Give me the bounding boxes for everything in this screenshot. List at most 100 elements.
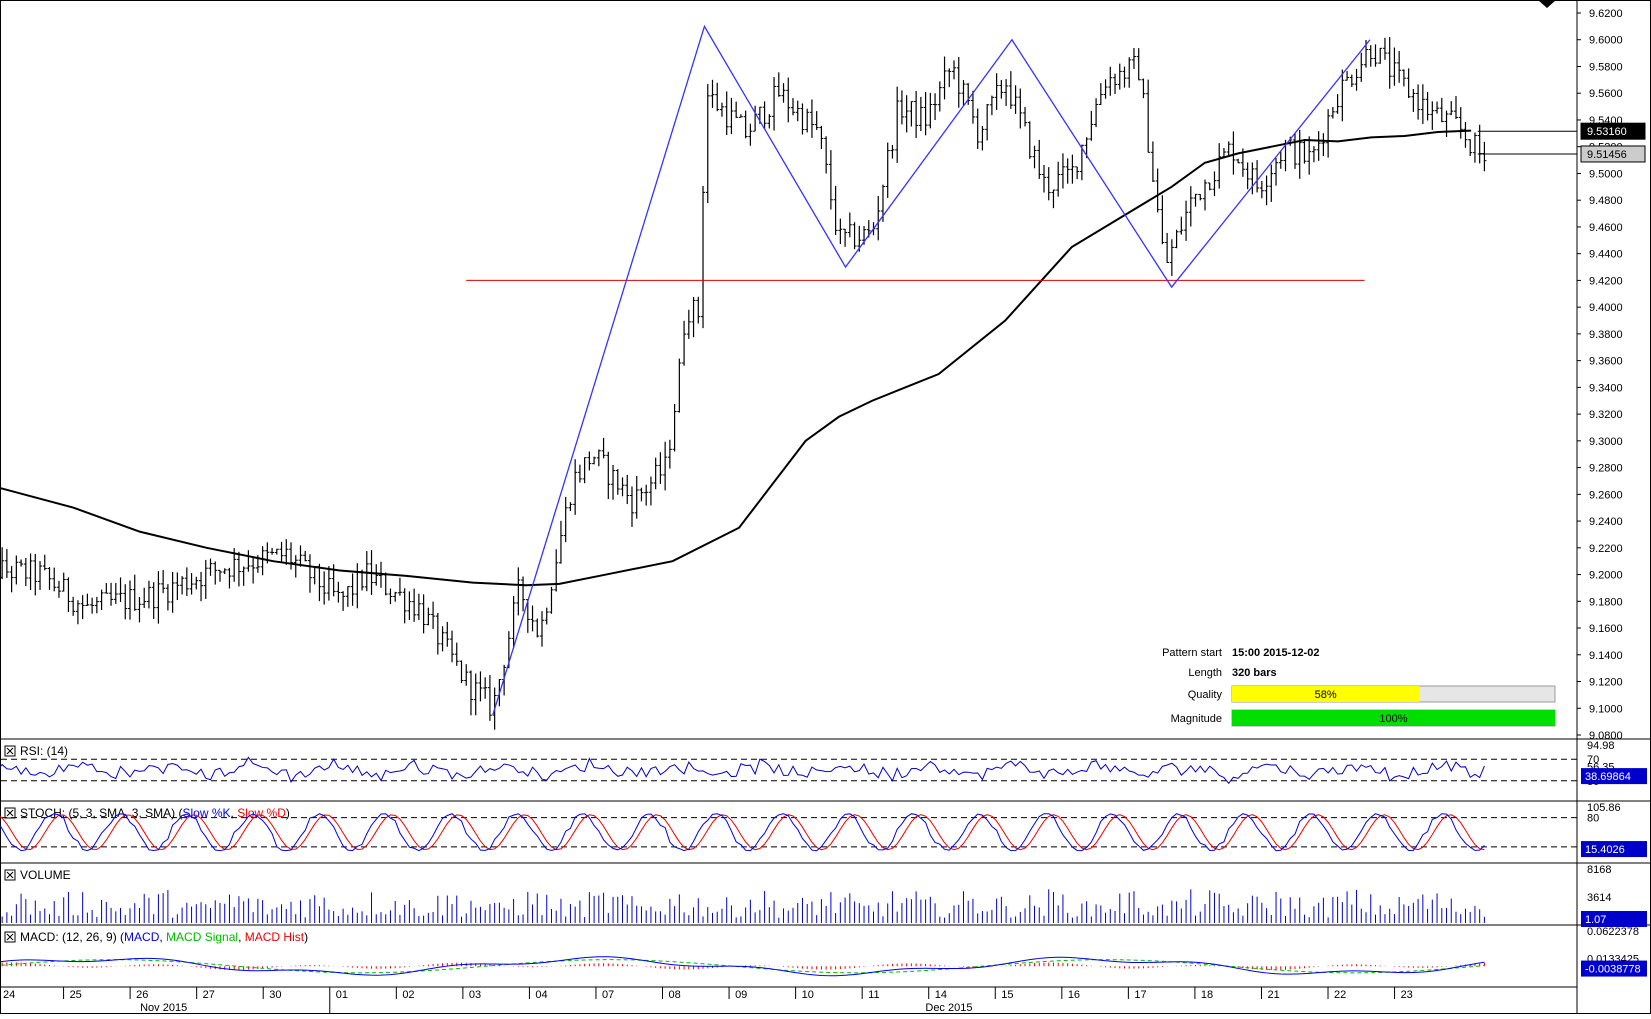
indicator-value-text: 15.4026: [1585, 844, 1625, 856]
indicator-title-part: ,: [231, 806, 238, 820]
price-bar: [582, 457, 587, 484]
price-bar: [1302, 139, 1307, 164]
price-bar: [473, 673, 478, 716]
price-bar: [1345, 71, 1350, 81]
price-bar: [132, 574, 137, 611]
price-bar: [1453, 96, 1458, 119]
price-bar: [397, 577, 402, 596]
price-bar: [75, 600, 80, 625]
price-bar: [629, 486, 634, 527]
price-bar: [412, 588, 417, 622]
x-tick-label: 17: [1134, 989, 1146, 1001]
price-bar: [521, 576, 526, 612]
price-bar: [289, 542, 294, 570]
indicator-stoch: STOCH: (5, 3, SMA, 3, SMA) (Slow %K, Slo…: [0, 802, 1647, 858]
price-bar: [1146, 79, 1151, 153]
pattern-info-label: Magnitude: [1171, 713, 1222, 725]
price-bar: [1430, 101, 1435, 130]
price-tick-label: 9.6200: [1589, 8, 1623, 20]
price-bar: [1307, 136, 1312, 175]
price-bar: [402, 588, 407, 624]
price-bar: [942, 56, 947, 100]
price-bar: [236, 551, 241, 587]
price-tick-label: 9.1800: [1589, 596, 1623, 608]
meter-value: 100%: [1379, 713, 1407, 725]
x-tick-label: 25: [70, 989, 82, 1001]
price-bar: [1226, 141, 1231, 157]
price-bar: [251, 556, 256, 584]
price-bar: [1041, 164, 1046, 193]
price-bar: [1008, 71, 1013, 109]
price-bar: [270, 547, 275, 555]
price-bar: [431, 601, 436, 629]
price-bar: [1411, 89, 1416, 112]
price-bar: [1231, 131, 1236, 175]
price-bar: [904, 95, 909, 133]
price-bar: [805, 108, 810, 133]
price-bar: [914, 90, 919, 138]
x-tick-label: 15: [1001, 989, 1013, 1001]
x-tick-label: 08: [669, 989, 681, 1001]
price-bar: [336, 581, 341, 603]
price-bar: [33, 553, 38, 596]
price-tick-label: 9.4600: [1589, 222, 1623, 234]
price-bar: [170, 571, 175, 613]
price-tick-label: 9.1600: [1589, 623, 1623, 635]
price-bar: [109, 582, 114, 606]
price-bar: [28, 553, 33, 591]
last-price-label-text: 9.51456: [1587, 149, 1627, 161]
price-bar: [952, 60, 957, 80]
price-bar: [1340, 69, 1345, 122]
meter-fill: [1232, 686, 1420, 702]
price-bar: [142, 587, 147, 609]
price-bar: [994, 73, 999, 110]
price-bar: [350, 573, 355, 606]
price-bar: [1165, 232, 1170, 264]
price-bar: [918, 96, 923, 132]
indicator-axis-label: 94.98: [1587, 740, 1615, 752]
price-bar: [66, 577, 71, 613]
meter-value: 58%: [1315, 689, 1337, 701]
price-bar: [1439, 97, 1444, 123]
price-bar: [966, 83, 971, 105]
price-bar: [71, 596, 76, 616]
price-bar: [923, 91, 928, 136]
month-label: Nov 2015: [140, 1002, 187, 1014]
price-bar: [80, 595, 85, 620]
price-bar: [592, 456, 597, 465]
price-bar: [596, 449, 601, 467]
price-bar: [1326, 109, 1331, 158]
price-tick-label: 9.3000: [1589, 436, 1623, 448]
price-bar: [1335, 94, 1340, 114]
x-tick-label: 30: [269, 989, 281, 1001]
price-bar: [568, 502, 573, 511]
indicator-title-part: Slow %D: [237, 806, 286, 820]
price-bar: [113, 583, 118, 604]
price-bar: [1013, 85, 1018, 114]
price-bar: [1089, 110, 1094, 141]
price-bar: [1184, 200, 1189, 241]
price-bar: [947, 68, 952, 88]
price-bar: [364, 551, 369, 592]
price-bar: [1359, 52, 1364, 82]
price-bar: [776, 72, 781, 97]
price-bar: [1368, 45, 1373, 67]
price-bar: [615, 469, 620, 495]
price-bar: [19, 559, 24, 567]
indicator-title-part: MACD: (12, 26, 9) (: [20, 930, 124, 944]
price-bar: [322, 571, 327, 605]
indicator-axis-label: 80: [1587, 813, 1599, 825]
price-bar: [677, 358, 682, 413]
price-bar: [307, 554, 312, 593]
price-tick-label: 9.4200: [1589, 275, 1623, 287]
indicator-title: VOLUME: [20, 868, 71, 882]
price-bar: [184, 567, 189, 596]
price-bar: [549, 586, 554, 614]
price-bar: [1160, 195, 1165, 245]
moving-average-line: [0, 129, 1472, 587]
price-bar: [715, 82, 720, 112]
price-bar: [1150, 141, 1155, 182]
price-bar: [1392, 47, 1397, 86]
price-tick-label: 9.6000: [1589, 35, 1623, 47]
